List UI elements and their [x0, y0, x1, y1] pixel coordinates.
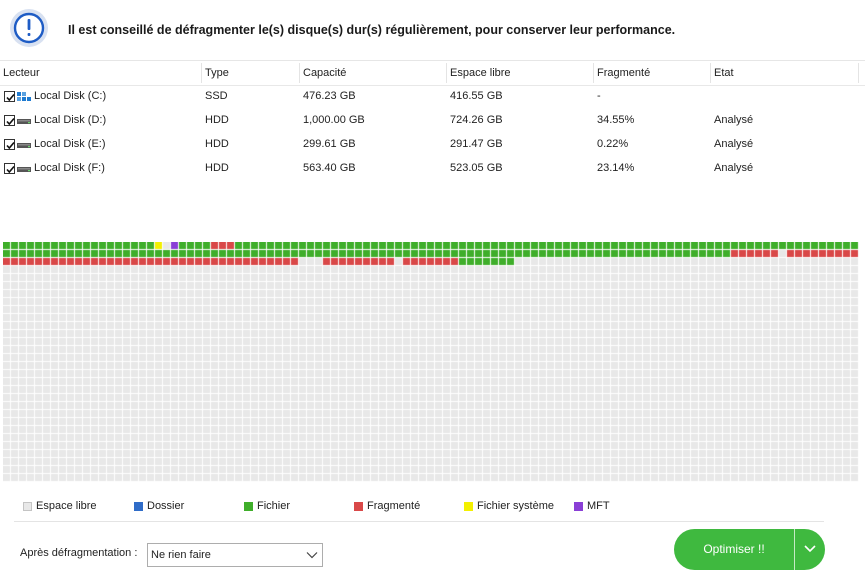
- drive-name: Local Disk (D:): [34, 114, 107, 126]
- system-file-swatch: [464, 502, 473, 511]
- fragmented-swatch: [354, 502, 363, 511]
- column-header-type[interactable]: Type: [205, 67, 229, 79]
- table-row[interactable]: Local Disk (D:) HDD 1,000.00 GB 724.26 G…: [0, 110, 865, 134]
- column-separator[interactable]: [446, 63, 447, 83]
- drive-state: Analysé: [714, 114, 754, 126]
- drive-checkbox[interactable]: [4, 139, 15, 150]
- button-separator: [794, 529, 795, 570]
- column-header-state[interactable]: Etat: [714, 67, 734, 79]
- legend-label: MFT: [587, 500, 610, 512]
- column-separator[interactable]: [858, 63, 859, 83]
- drive-type: SSD: [205, 90, 228, 102]
- drive-free-space: 523.05 GB: [450, 162, 503, 174]
- drive-checkbox[interactable]: [4, 91, 15, 102]
- drive-type: HDD: [205, 138, 229, 150]
- drive-table: Lecteur Type Capacité Espace libre Fragm…: [0, 61, 865, 182]
- legend-label: Espace libre: [36, 500, 97, 512]
- info-exclamation-icon: [10, 9, 48, 47]
- column-header-drive[interactable]: Lecteur: [3, 67, 40, 79]
- drive-state: Analysé: [714, 162, 754, 174]
- hdd-drive-icon: [17, 143, 31, 148]
- legend-label: Fichier: [257, 500, 291, 512]
- legend-label: Fichier système: [477, 500, 555, 512]
- file-swatch: [244, 502, 253, 511]
- drive-free-space: 724.26 GB: [450, 114, 503, 126]
- drive-free-space: 291.47 GB: [450, 138, 503, 150]
- drive-name: Local Disk (F:): [34, 162, 105, 174]
- column-header-fragmented[interactable]: Fragmenté: [597, 67, 651, 79]
- drive-free-space: 416.55 GB: [450, 90, 503, 102]
- drive-fragmented: 34.55%: [597, 114, 635, 126]
- after-defrag-label: Après défragmentation :: [20, 547, 138, 559]
- table-row[interactable]: Local Disk (C:) SSD 476.23 GB 416.55 GB …: [0, 86, 865, 110]
- legend-label: Dossier: [147, 500, 185, 512]
- column-separator[interactable]: [299, 63, 300, 83]
- after-defrag-value: Ne rien faire: [151, 549, 211, 561]
- table-row[interactable]: Local Disk (F:) HDD 563.40 GB 523.05 GB …: [0, 158, 865, 182]
- hdd-drive-icon: [17, 119, 31, 124]
- column-separator[interactable]: [710, 63, 711, 83]
- table-header: Lecteur Type Capacité Espace libre Fragm…: [0, 61, 865, 86]
- drive-capacity: 1,000.00 GB: [303, 114, 365, 126]
- optimize-label: Optimiser !!: [703, 542, 765, 556]
- drive-state: Analysé: [714, 138, 754, 150]
- drive-capacity: 563.40 GB: [303, 162, 356, 174]
- mft-swatch: [574, 502, 583, 511]
- column-separator[interactable]: [201, 63, 202, 83]
- hdd-drive-icon: [17, 167, 31, 172]
- drive-type: HDD: [205, 114, 229, 126]
- folder-swatch: [134, 502, 143, 511]
- chevron-down-icon[interactable]: [795, 529, 825, 570]
- column-header-capacity[interactable]: Capacité: [303, 67, 347, 79]
- optimize-button[interactable]: Optimiser !!: [674, 529, 825, 570]
- chevron-down-icon: [306, 552, 318, 559]
- footer-divider: [14, 521, 824, 522]
- drive-type: HDD: [205, 162, 229, 174]
- column-header-free[interactable]: Espace libre: [450, 67, 511, 79]
- disk-cluster-map: [3, 242, 865, 486]
- drive-fragmented: -: [597, 90, 601, 102]
- drive-checkbox[interactable]: [4, 163, 15, 174]
- drive-name: Local Disk (E:): [34, 138, 106, 150]
- drive-capacity: 299.61 GB: [303, 138, 356, 150]
- free-space-swatch: [23, 502, 32, 511]
- legend: Espace libre Dossier Fichier Fragmenté F…: [0, 500, 865, 516]
- drive-checkbox[interactable]: [4, 115, 15, 126]
- column-separator[interactable]: [593, 63, 594, 83]
- drive-fragmented: 23.14%: [597, 162, 635, 174]
- after-defrag-select[interactable]: Ne rien faire: [147, 543, 323, 567]
- alert-bar: Il est conseillé de défragmenter le(s) d…: [0, 0, 865, 61]
- drive-name: Local Disk (C:): [34, 90, 107, 102]
- table-row[interactable]: Local Disk (E:) HDD 299.61 GB 291.47 GB …: [0, 134, 865, 158]
- drive-capacity: 476.23 GB: [303, 90, 356, 102]
- legend-label: Fragmenté: [367, 500, 421, 512]
- ssd-drive-icon: [17, 92, 31, 101]
- alert-message: Il est conseillé de défragmenter le(s) d…: [68, 23, 676, 37]
- drive-fragmented: 0.22%: [597, 138, 629, 150]
